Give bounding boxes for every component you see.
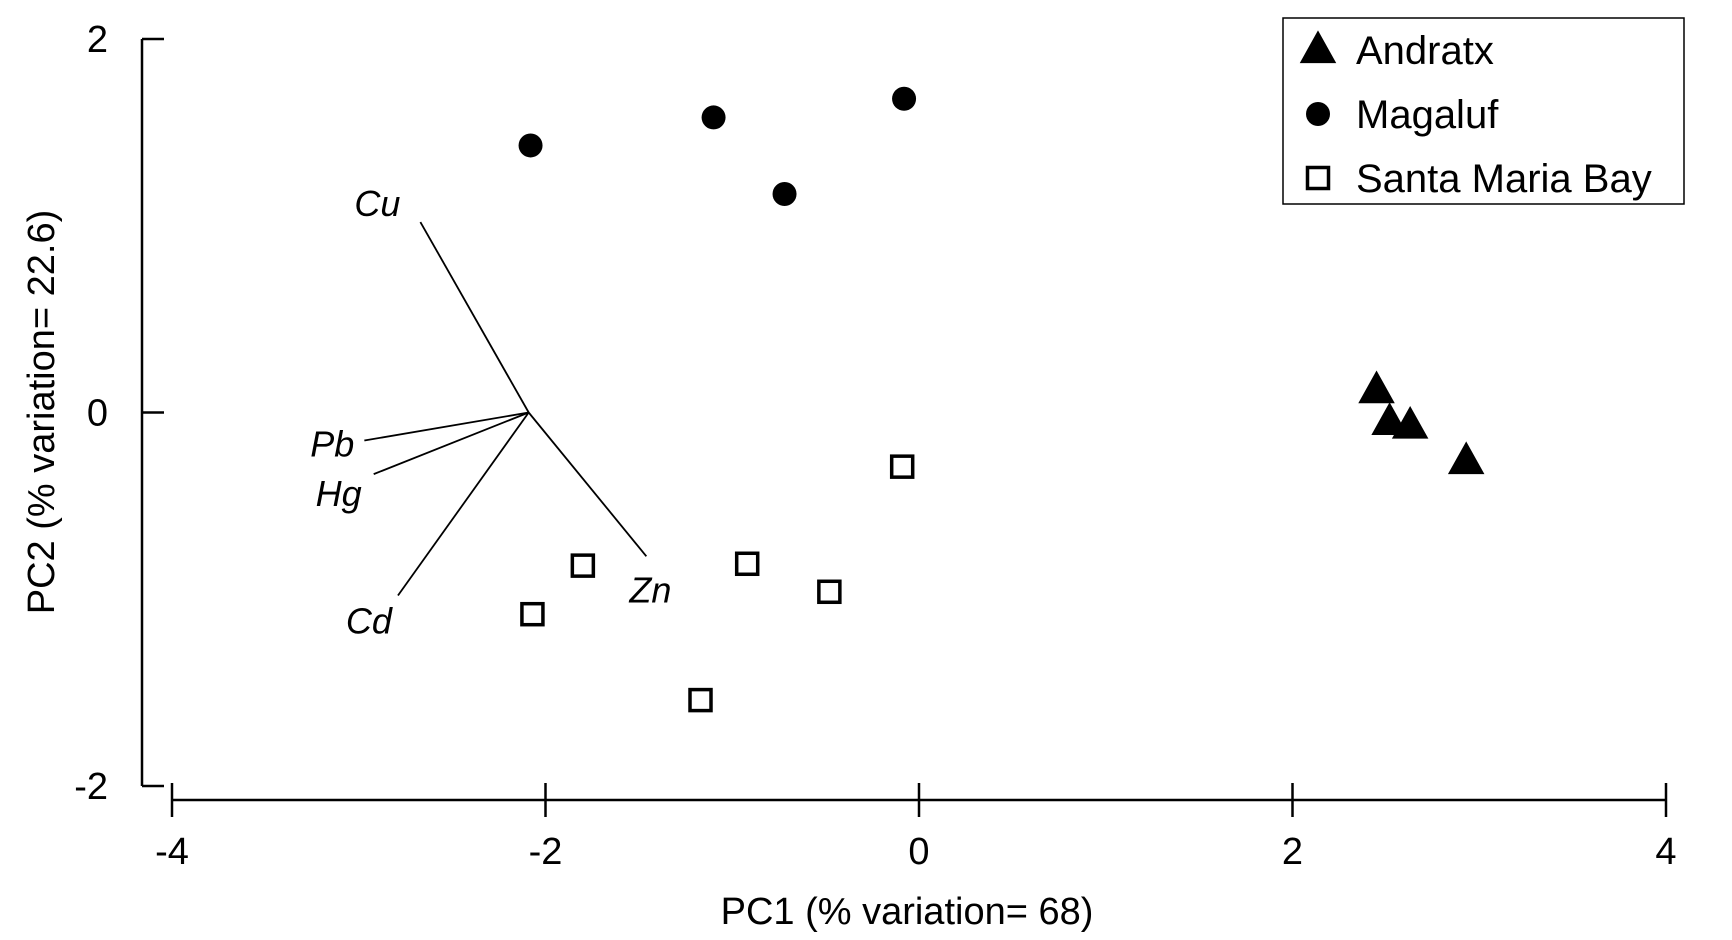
vector-label-zn: Zn (628, 569, 671, 610)
vector-label-cd: Cd (346, 601, 393, 642)
point-santa-maria-bay (734, 551, 760, 577)
x-tick-label: -2 (529, 831, 563, 873)
point-santa-maria-bay (570, 553, 596, 578)
point-andratx (1391, 405, 1429, 439)
axes: -4 -2 0 2 4 -2 0 2 (74, 19, 1676, 873)
loading-vector-zn (527, 411, 648, 557)
vector-label-cu: Cu (354, 183, 400, 224)
point-magaluf (518, 133, 543, 158)
data-points (518, 86, 1485, 713)
point-santa-maria-bay (889, 454, 915, 479)
x-axis-title: PC1 (% variation= 68) (721, 891, 1094, 933)
point-andratx (1447, 441, 1485, 475)
x-tick-label: 0 (908, 831, 929, 873)
legend: Andratx Magaluf Santa Maria Bay (1282, 17, 1685, 205)
series-andratx (1358, 370, 1485, 475)
legend-label-santa-maria-bay: Santa Maria Bay (1356, 157, 1652, 201)
x-tick-label: 2 (1282, 831, 1303, 873)
point-magaluf (892, 86, 917, 111)
loading-vector-hg (373, 411, 530, 475)
loading-vectors: Cu Pb Hg Cd Zn (310, 183, 671, 642)
legend-marker-magaluf (1306, 102, 1330, 126)
point-andratx (1358, 370, 1395, 404)
legend-box (1282, 17, 1685, 205)
point-magaluf (701, 105, 726, 130)
legend-marker-andratx (1299, 30, 1337, 64)
x-tick-label: 4 (1655, 831, 1676, 873)
legend-label-andratx: Andratx (1356, 29, 1494, 73)
series-magaluf (518, 86, 917, 207)
legend-marker-santa-maria-bay (1305, 165, 1331, 191)
loading-vector-cu (419, 221, 530, 413)
point-santa-maria-bay (688, 687, 713, 713)
y-tick-label: 0 (87, 393, 108, 435)
vector-label-hg: Hg (316, 473, 362, 514)
x-tick-label: -4 (155, 831, 189, 873)
series-santa-maria-bay (520, 454, 915, 713)
point-santa-maria-bay (817, 579, 842, 605)
y-axis-title: PC2 (% variation= 22.6) (21, 210, 63, 614)
vector-label-pb: Pb (310, 424, 354, 465)
y-tick-label: 2 (87, 19, 108, 61)
point-magaluf (772, 182, 797, 207)
y-tick-label: -2 (74, 766, 108, 808)
loading-vector-cd (397, 411, 530, 597)
point-santa-maria-bay (520, 601, 545, 627)
loading-vector-pb (364, 411, 529, 442)
point-andratx (1371, 402, 1408, 435)
legend-label-magaluf: Magaluf (1356, 93, 1499, 137)
